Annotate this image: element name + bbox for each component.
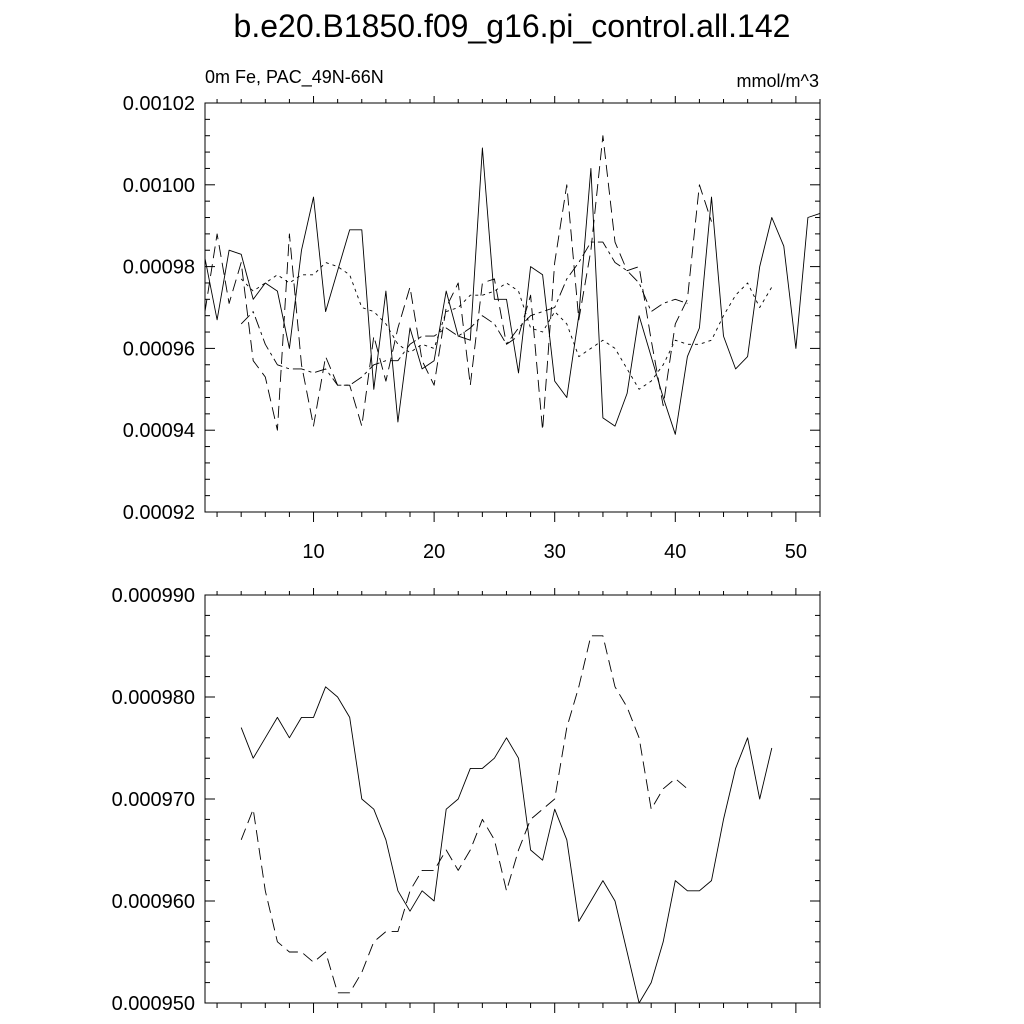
x-tick-label: 30 xyxy=(544,541,566,563)
plot-frame xyxy=(204,102,821,513)
x-tick-label: 10 xyxy=(302,541,324,563)
y-tick-label: 0.000960 xyxy=(112,891,195,913)
series-line-dotted xyxy=(240,262,773,390)
series-line-dashdot xyxy=(240,241,688,386)
lower-line-panel: 0.000950 0.000960 0.000970 0.000980 0.000990 xyxy=(112,585,821,1015)
upper-line-panel: 0.00092 0.00094 0.00096 0.00098 0.00100 0.001… xyxy=(123,93,821,563)
series-line-solid xyxy=(240,686,773,1004)
y-tick-label: 0.000980 xyxy=(112,687,195,709)
units-label: mmol/m^3 xyxy=(736,71,819,91)
x-tick-label: 20 xyxy=(423,541,445,563)
y-tick-label: 0.00100 xyxy=(123,175,195,197)
y-tick-label: 0.000990 xyxy=(112,585,195,607)
variable-region-label: 0m Fe, PAC_49N-66N xyxy=(205,67,384,87)
y-tick-label: 0.00092 xyxy=(123,502,195,524)
y-tick-label: 0.00094 xyxy=(123,420,195,442)
y-tick-label: 0.00102 xyxy=(123,93,195,115)
y-tick-label: 0.00098 xyxy=(123,257,195,279)
series-line-solid xyxy=(204,147,821,435)
series-line-dashed xyxy=(204,135,712,431)
series-line-dashed xyxy=(240,635,688,994)
x-tick-label: 50 xyxy=(785,541,807,563)
y-tick-label: 0.00096 xyxy=(123,338,195,360)
x-tick-label: 40 xyxy=(664,541,686,563)
y-tick-label: 0.000950 xyxy=(112,993,195,1015)
y-tick-label: 0.000970 xyxy=(112,789,195,811)
plot-frame xyxy=(204,594,821,1004)
chart-title: b.e20.B1850.f09_g16.pi_control.all.142 xyxy=(233,8,791,44)
